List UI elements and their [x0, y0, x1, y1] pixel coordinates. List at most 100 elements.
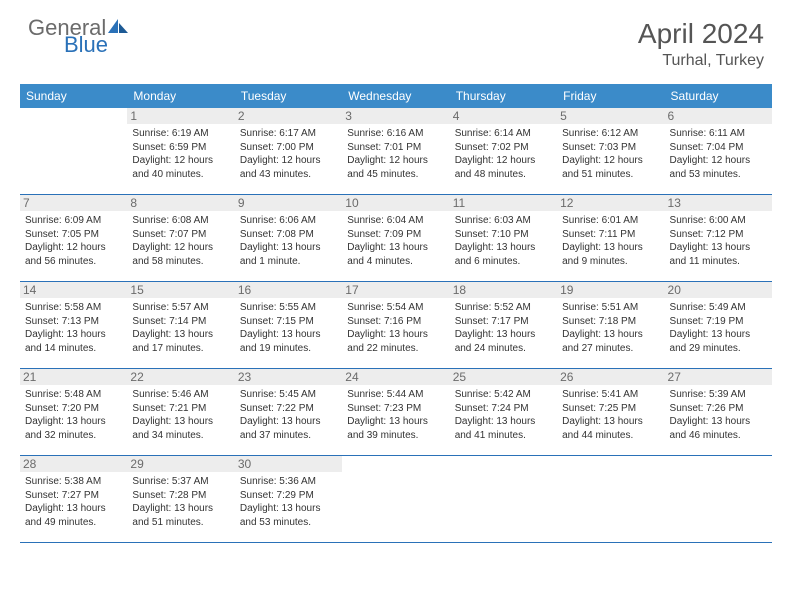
weekday-header-row: Sunday Monday Tuesday Wednesday Thursday… — [20, 84, 772, 108]
sunrise-text: Sunrise: 5:48 AM — [25, 388, 122, 402]
day-info: Sunrise: 5:39 AMSunset: 7:26 PMDaylight:… — [670, 388, 767, 442]
sunrise-text: Sunrise: 6:04 AM — [347, 214, 444, 228]
sunset-text: Sunset: 7:04 PM — [670, 141, 767, 155]
sunrise-text: Sunrise: 6:14 AM — [455, 127, 552, 141]
sunrise-text: Sunrise: 5:57 AM — [132, 301, 229, 315]
sunset-text: Sunset: 7:19 PM — [670, 315, 767, 329]
sunrise-text: Sunrise: 6:17 AM — [240, 127, 337, 141]
day-number: 25 — [450, 369, 557, 385]
day-number: 3 — [342, 108, 449, 124]
location-label: Turhal, Turkey — [638, 52, 764, 70]
day-number: 27 — [665, 369, 772, 385]
day-info: Sunrise: 5:55 AMSunset: 7:15 PMDaylight:… — [240, 301, 337, 355]
calendar-day-cell: 6 Sunrise: 6:11 AMSunset: 7:04 PMDaylight… — [665, 108, 772, 194]
calendar-day-cell: 19 Sunrise: 5:51 AMSunset: 7:18 PMDayligh… — [557, 282, 664, 368]
sunrise-text: Sunrise: 5:54 AM — [347, 301, 444, 315]
sunrise-text: Sunrise: 6:08 AM — [132, 214, 229, 228]
day-number: 15 — [127, 282, 234, 298]
sunset-text: Sunset: 7:29 PM — [240, 489, 337, 503]
day-number: 6 — [665, 108, 772, 124]
calendar-day-cell: 10Sunrise: 6:04 AMSunset: 7:09 PMDayligh… — [342, 195, 449, 281]
daylight-text: Daylight: 13 hours and 1 minute. — [240, 241, 337, 268]
day-number: 12 — [557, 195, 664, 211]
day-number: 7 — [20, 195, 127, 211]
day-info: Sunrise: 6:11 AMSunset: 7:04 PMDaylight:… — [670, 127, 767, 181]
daylight-text: Daylight: 13 hours and 34 minutes. — [132, 415, 229, 442]
calendar-week-row: 1Sunrise: 6:19 AMSunset: 6:59 PMDaylight… — [20, 108, 772, 195]
sunrise-text: Sunrise: 6:00 AM — [670, 214, 767, 228]
daylight-text: Daylight: 13 hours and 29 minutes. — [670, 328, 767, 355]
calendar-week-row: 28Sunrise: 5:38 AMSunset: 7:27 PMDayligh… — [20, 456, 772, 543]
calendar-day-cell: 26Sunrise: 5:41 AMSunset: 7:25 PMDayligh… — [557, 369, 664, 455]
sunset-text: Sunset: 7:08 PM — [240, 228, 337, 242]
day-info: Sunrise: 6:06 AMSunset: 7:08 PMDaylight:… — [240, 214, 337, 268]
day-number: 17 — [342, 282, 449, 298]
calendar-day-cell: 20Sunrise: 5:49 AMSunset: 7:19 PMDayligh… — [665, 282, 772, 368]
sunset-text: Sunset: 7:15 PM — [240, 315, 337, 329]
day-number: 11 — [450, 195, 557, 211]
day-number: 30 — [235, 456, 342, 472]
day-number: 22 — [127, 369, 234, 385]
sunset-text: Sunset: 7:23 PM — [347, 402, 444, 416]
daylight-text: Daylight: 13 hours and 51 minutes. — [132, 502, 229, 529]
sail-icon — [108, 19, 130, 35]
day-number: 14 — [20, 282, 127, 298]
calendar-day-cell: 28Sunrise: 5:38 AMSunset: 7:27 PMDayligh… — [20, 456, 127, 542]
day-number: 16 — [235, 282, 342, 298]
calendar-day-cell: 2Sunrise: 6:17 AMSunset: 7:00 PMDaylight… — [235, 108, 342, 194]
day-info: Sunrise: 5:51 AMSunset: 7:18 PMDaylight:… — [562, 301, 659, 355]
sunset-text: Sunset: 7:14 PM — [132, 315, 229, 329]
daylight-text: Daylight: 13 hours and 11 minutes. — [670, 241, 767, 268]
calendar-day-cell — [450, 456, 557, 542]
daylight-text: Daylight: 13 hours and 24 minutes. — [455, 328, 552, 355]
daylight-text: Daylight: 13 hours and 39 minutes. — [347, 415, 444, 442]
day-number: 4 — [450, 108, 557, 124]
calendar-day-cell: 12Sunrise: 6:01 AMSunset: 7:11 PMDayligh… — [557, 195, 664, 281]
day-info: Sunrise: 5:42 AMSunset: 7:24 PMDaylight:… — [455, 388, 552, 442]
daylight-text: Daylight: 13 hours and 44 minutes. — [562, 415, 659, 442]
brand-text-2: Blue — [64, 32, 108, 57]
day-info: Sunrise: 6:09 AMSunset: 7:05 PMDaylight:… — [25, 214, 122, 268]
sunrise-text: Sunrise: 5:42 AM — [455, 388, 552, 402]
day-info: Sunrise: 6:17 AMSunset: 7:00 PMDaylight:… — [240, 127, 337, 181]
sunrise-text: Sunrise: 5:38 AM — [25, 475, 122, 489]
day-number: 18 — [450, 282, 557, 298]
sunrise-text: Sunrise: 5:44 AM — [347, 388, 444, 402]
daylight-text: Daylight: 12 hours and 45 minutes. — [347, 154, 444, 181]
sunset-text: Sunset: 7:01 PM — [347, 141, 444, 155]
day-info: Sunrise: 6:08 AMSunset: 7:07 PMDaylight:… — [132, 214, 229, 268]
sunset-text: Sunset: 7:26 PM — [670, 402, 767, 416]
sunrise-text: Sunrise: 5:52 AM — [455, 301, 552, 315]
day-info: Sunrise: 5:58 AMSunset: 7:13 PMDaylight:… — [25, 301, 122, 355]
sunset-text: Sunset: 7:00 PM — [240, 141, 337, 155]
calendar-day-cell: 21Sunrise: 5:48 AMSunset: 7:20 PMDayligh… — [20, 369, 127, 455]
daylight-text: Daylight: 13 hours and 17 minutes. — [132, 328, 229, 355]
sunset-text: Sunset: 7:24 PM — [455, 402, 552, 416]
day-number: 21 — [20, 369, 127, 385]
sunset-text: Sunset: 7:05 PM — [25, 228, 122, 242]
calendar-day-cell: 1Sunrise: 6:19 AMSunset: 6:59 PMDaylight… — [127, 108, 234, 194]
day-info: Sunrise: 5:45 AMSunset: 7:22 PMDaylight:… — [240, 388, 337, 442]
sunrise-text: Sunrise: 6:06 AM — [240, 214, 337, 228]
daylight-text: Daylight: 12 hours and 48 minutes. — [455, 154, 552, 181]
sunrise-text: Sunrise: 6:12 AM — [562, 127, 659, 141]
sunrise-text: Sunrise: 5:55 AM — [240, 301, 337, 315]
sunset-text: Sunset: 7:09 PM — [347, 228, 444, 242]
day-info: Sunrise: 6:14 AMSunset: 7:02 PMDaylight:… — [455, 127, 552, 181]
daylight-text: Daylight: 13 hours and 32 minutes. — [25, 415, 122, 442]
day-number: 9 — [235, 195, 342, 211]
header-right: April 2024 Turhal, Turkey — [638, 18, 764, 70]
calendar-day-cell: 23Sunrise: 5:45 AMSunset: 7:22 PMDayligh… — [235, 369, 342, 455]
weeks-container: 1Sunrise: 6:19 AMSunset: 6:59 PMDaylight… — [20, 108, 772, 543]
daylight-text: Daylight: 13 hours and 53 minutes. — [240, 502, 337, 529]
sunset-text: Sunset: 7:03 PM — [562, 141, 659, 155]
sunset-text: Sunset: 7:28 PM — [132, 489, 229, 503]
calendar-day-cell — [20, 108, 127, 194]
day-number: 19 — [557, 282, 664, 298]
page-title: April 2024 — [638, 18, 764, 50]
daylight-text: Daylight: 13 hours and 6 minutes. — [455, 241, 552, 268]
sunset-text: Sunset: 7:10 PM — [455, 228, 552, 242]
calendar-day-cell: 30Sunrise: 5:36 AMSunset: 7:29 PMDayligh… — [235, 456, 342, 542]
calendar-day-cell: 25 Sunrise: 5:42 AMSunset: 7:24 PMDayligh… — [450, 369, 557, 455]
sunrise-text: Sunrise: 6:16 AM — [347, 127, 444, 141]
